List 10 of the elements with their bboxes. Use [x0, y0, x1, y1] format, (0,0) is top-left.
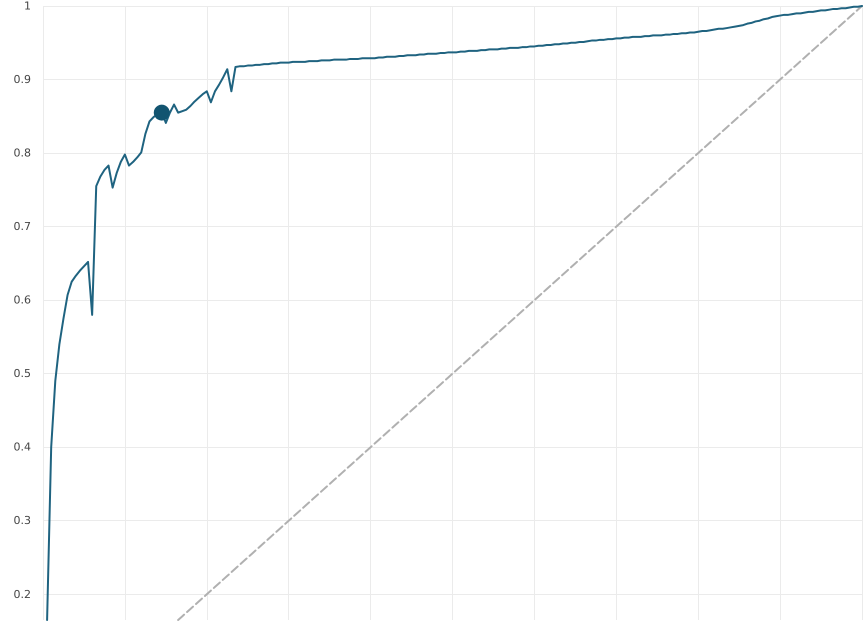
y-tick-label: 0.3: [14, 514, 31, 528]
y-tick-label: 0.9: [14, 73, 31, 86]
y-tick-label: 0.6: [14, 294, 31, 307]
y-tick-label: 0.7: [14, 220, 31, 234]
y-tick-label: 0.2: [14, 588, 31, 601]
line-series: [46, 5, 863, 621]
y-tick-label: 0.8: [14, 146, 31, 160]
y-tick-label: 0.5: [14, 367, 31, 380]
y-tick-label: 0.4: [14, 440, 31, 454]
y-tick-label: 1: [24, 0, 31, 12]
